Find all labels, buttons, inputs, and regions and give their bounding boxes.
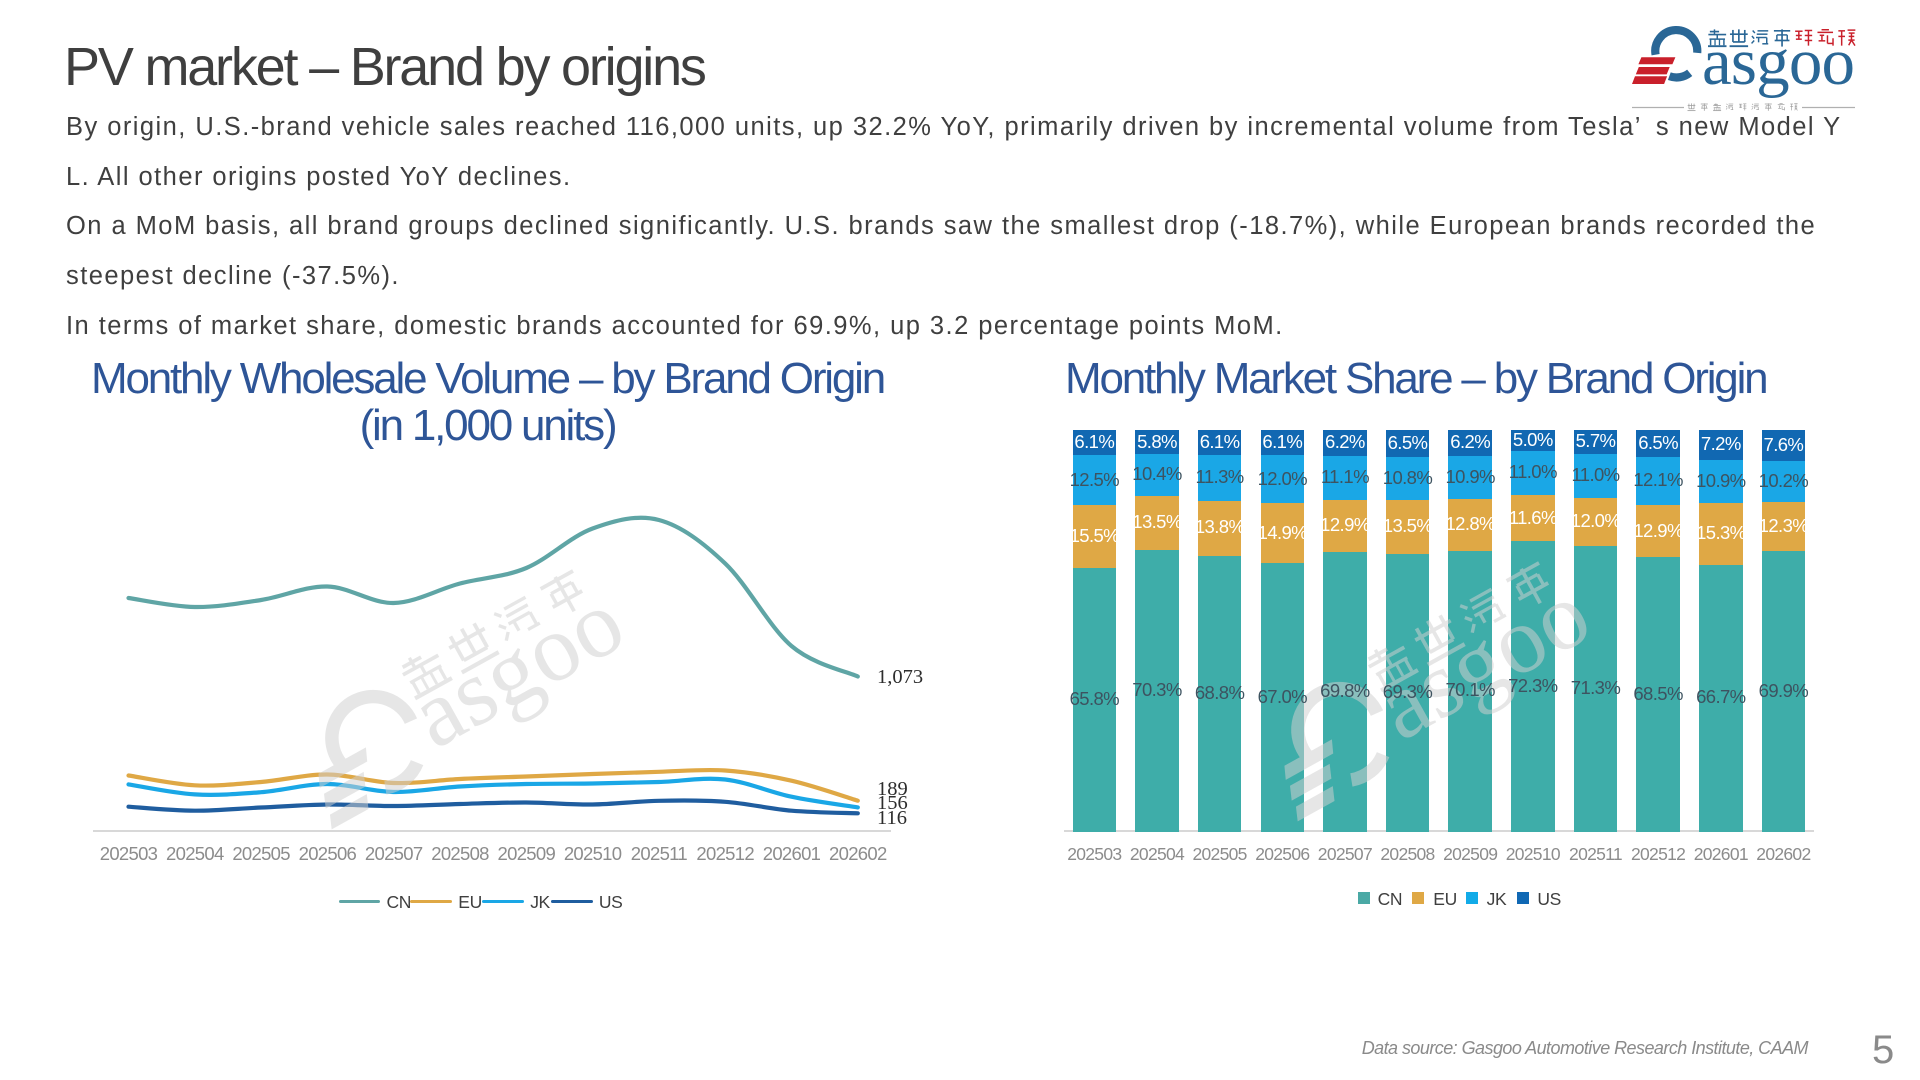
svg-text:asgoo: asgoo: [393, 567, 640, 768]
svg-text:asgoo: asgoo: [1359, 559, 1606, 760]
svg-text:asgoo: asgoo: [1702, 25, 1855, 99]
